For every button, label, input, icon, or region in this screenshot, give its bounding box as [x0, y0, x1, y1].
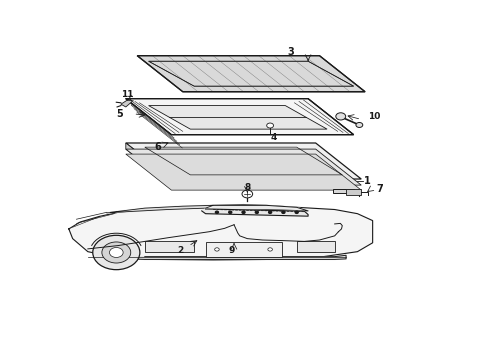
Polygon shape — [148, 105, 327, 129]
Circle shape — [242, 190, 253, 198]
Circle shape — [93, 235, 140, 270]
Circle shape — [282, 211, 285, 213]
Polygon shape — [137, 56, 365, 92]
Circle shape — [229, 211, 232, 213]
Text: 8: 8 — [244, 183, 250, 192]
Polygon shape — [346, 189, 361, 195]
Bar — [145, 241, 194, 252]
Polygon shape — [202, 209, 308, 216]
Polygon shape — [126, 154, 361, 190]
Text: 4: 4 — [270, 133, 277, 142]
Text: 1: 1 — [364, 176, 371, 186]
Circle shape — [109, 247, 123, 257]
Bar — [297, 241, 335, 252]
Circle shape — [269, 211, 271, 213]
Bar — [206, 242, 281, 257]
Polygon shape — [126, 99, 354, 135]
Text: 10: 10 — [368, 112, 381, 121]
Polygon shape — [213, 205, 308, 211]
Text: 3: 3 — [288, 46, 294, 57]
Circle shape — [255, 211, 258, 213]
Circle shape — [356, 122, 363, 127]
Text: 7: 7 — [377, 184, 384, 194]
Polygon shape — [126, 143, 361, 179]
Circle shape — [336, 113, 345, 120]
Text: 9: 9 — [229, 246, 235, 255]
Polygon shape — [121, 99, 132, 107]
Text: 5: 5 — [117, 109, 123, 119]
Circle shape — [102, 242, 131, 263]
Circle shape — [215, 248, 219, 251]
Circle shape — [267, 123, 273, 128]
Text: 11: 11 — [122, 90, 134, 99]
Circle shape — [268, 248, 272, 251]
Polygon shape — [333, 189, 354, 193]
Circle shape — [216, 211, 219, 213]
Polygon shape — [69, 204, 372, 260]
Polygon shape — [126, 143, 172, 185]
Text: 6: 6 — [155, 142, 162, 152]
Circle shape — [242, 211, 245, 213]
Text: 2: 2 — [178, 246, 184, 255]
Polygon shape — [107, 205, 213, 213]
Circle shape — [295, 211, 298, 213]
Polygon shape — [129, 255, 346, 260]
Polygon shape — [126, 149, 361, 185]
